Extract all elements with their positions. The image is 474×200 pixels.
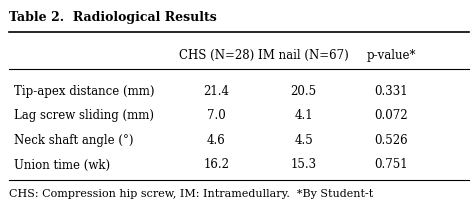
- Text: 4.1: 4.1: [294, 109, 313, 122]
- Text: CHS: Compression hip screw, IM: Intramedullary.  *By Student-t
test.: CHS: Compression hip screw, IM: Intramed…: [9, 188, 374, 200]
- Text: Table 2.  Radiological Results: Table 2. Radiological Results: [9, 11, 217, 24]
- Text: 0.331: 0.331: [374, 84, 408, 97]
- Text: p-value*: p-value*: [366, 49, 416, 62]
- Text: 21.4: 21.4: [203, 84, 229, 97]
- Text: CHS (N=28): CHS (N=28): [179, 49, 254, 62]
- Text: 0.751: 0.751: [374, 158, 408, 171]
- Text: Union time (wk): Union time (wk): [14, 158, 110, 171]
- Text: 4.5: 4.5: [294, 133, 313, 146]
- Text: 7.0: 7.0: [207, 109, 226, 122]
- Text: 0.526: 0.526: [374, 133, 408, 146]
- Text: 16.2: 16.2: [203, 158, 229, 171]
- Text: Lag screw sliding (mm): Lag screw sliding (mm): [14, 109, 154, 122]
- Text: 4.6: 4.6: [207, 133, 226, 146]
- Text: Tip-apex distance (mm): Tip-apex distance (mm): [14, 84, 155, 97]
- Text: 15.3: 15.3: [291, 158, 317, 171]
- Text: Neck shaft angle (°): Neck shaft angle (°): [14, 133, 134, 146]
- Text: 20.5: 20.5: [291, 84, 317, 97]
- Text: 0.072: 0.072: [374, 109, 408, 122]
- Text: IM nail (N=67): IM nail (N=67): [258, 49, 349, 62]
